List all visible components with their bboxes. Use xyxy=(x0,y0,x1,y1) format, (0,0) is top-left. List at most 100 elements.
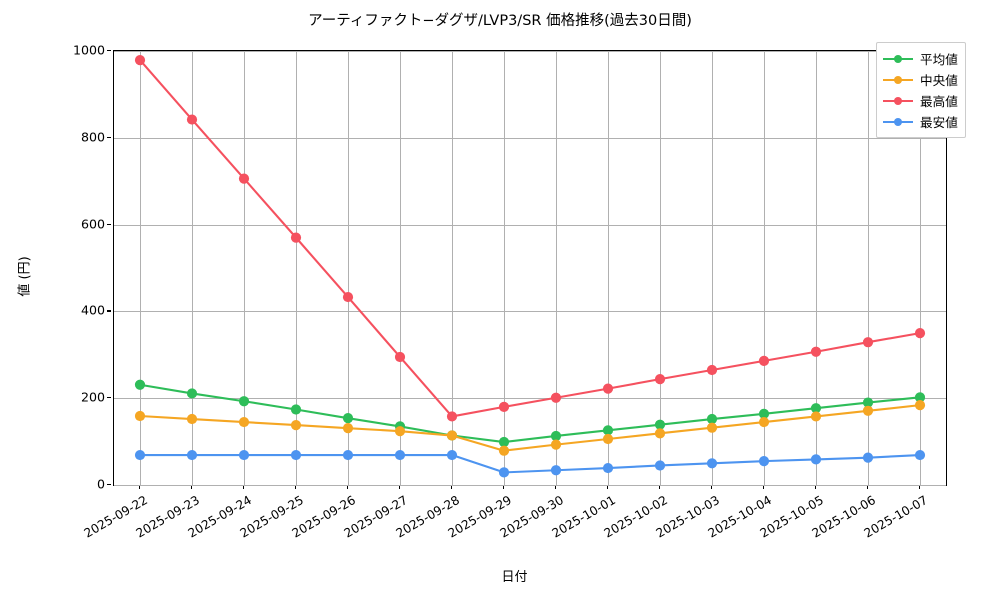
chart-legend: 平均値中央値最高値最安値 xyxy=(876,42,966,138)
x-axis-tick-mark xyxy=(659,485,661,489)
data-point-marker xyxy=(550,430,562,442)
y-axis-tick-label: 600 xyxy=(80,216,105,232)
x-axis-tick-mark xyxy=(763,485,765,489)
data-point-marker xyxy=(394,351,406,363)
data-point-marker xyxy=(498,467,510,478)
data-point-marker xyxy=(758,408,770,419)
y-axis-tick-labels: 0 200 400 600 800 1000 xyxy=(43,43,105,492)
grid-line-horizontal xyxy=(114,485,946,486)
data-point-marker xyxy=(290,232,302,243)
series-最安値 xyxy=(134,449,926,478)
data-point-marker xyxy=(238,449,250,461)
data-point-marker xyxy=(498,401,510,412)
data-point-marker xyxy=(706,422,718,433)
data-point-marker xyxy=(238,396,250,407)
grid-line-horizontal xyxy=(114,51,946,52)
x-axis-tick-mark xyxy=(607,485,609,489)
data-point-marker xyxy=(550,465,562,476)
data-point-marker xyxy=(602,383,614,394)
data-point-marker xyxy=(186,449,198,461)
series-平均値 xyxy=(134,379,926,448)
data-point-marker xyxy=(186,388,198,399)
data-point-marker xyxy=(342,413,354,424)
grid-line-vertical xyxy=(296,51,297,485)
data-point-marker xyxy=(758,456,770,467)
data-point-marker xyxy=(134,449,146,461)
x-axis-tick-mark xyxy=(815,485,817,489)
data-point-marker xyxy=(446,430,458,441)
data-point-marker xyxy=(914,328,926,339)
data-point-marker xyxy=(758,416,770,428)
x-axis-tick-mark xyxy=(711,485,713,489)
data-point-marker xyxy=(654,428,666,439)
data-point-marker xyxy=(914,400,926,411)
series-最高値 xyxy=(134,55,926,422)
grid-line-vertical xyxy=(556,51,557,485)
x-axis-tick-mark xyxy=(139,485,141,489)
grid-line-vertical xyxy=(400,51,401,485)
data-point-marker xyxy=(706,458,718,469)
y-axis-tick-mark xyxy=(107,397,111,399)
legend-item-中央値[interactable]: 中央値 xyxy=(883,69,958,90)
data-point-marker xyxy=(342,291,354,303)
data-point-marker xyxy=(810,411,822,422)
legend-item-最高値[interactable]: 最高値 xyxy=(883,90,958,111)
data-point-marker xyxy=(550,392,562,403)
legend-marker-icon xyxy=(883,52,913,66)
y-axis-tick-mark xyxy=(107,484,111,486)
y-axis-tick-label: 400 xyxy=(80,302,105,318)
data-point-marker xyxy=(186,413,198,425)
x-axis-tick-mark xyxy=(399,485,401,489)
series-line xyxy=(138,404,922,452)
grid-line-vertical xyxy=(712,51,713,485)
y-axis-tick-label: 200 xyxy=(80,389,105,405)
series-line xyxy=(138,453,922,474)
data-point-marker xyxy=(914,449,926,461)
grid-line-horizontal xyxy=(114,137,946,139)
x-axis-tick-mark xyxy=(347,485,349,489)
data-point-marker xyxy=(394,426,406,437)
chart-title: アーティファクト−ダグザ/LVP3/SR 価格推移(過去30日間) xyxy=(308,13,692,29)
grid-line-vertical xyxy=(348,51,349,485)
data-point-marker xyxy=(758,355,770,366)
data-point-marker xyxy=(498,436,510,448)
data-point-marker xyxy=(238,173,250,184)
grid-line-horizontal xyxy=(114,224,946,226)
data-point-marker xyxy=(342,449,354,461)
data-point-marker xyxy=(862,452,874,463)
plot-area xyxy=(113,50,947,486)
x-axis-tick-mark xyxy=(191,485,193,489)
data-point-marker xyxy=(654,419,666,430)
grid-line-vertical xyxy=(816,51,817,485)
series-line xyxy=(138,59,922,418)
data-point-marker xyxy=(862,405,874,416)
y-axis-tick-mark xyxy=(107,50,111,52)
data-point-marker xyxy=(342,423,354,434)
y-axis-label: 値 (円) xyxy=(17,256,33,297)
y-axis-tick-label: 0 xyxy=(96,476,105,492)
grid-line-horizontal xyxy=(114,311,946,313)
data-point-marker xyxy=(654,374,666,385)
legend-label: 最安値 xyxy=(920,115,958,130)
legend-label: 平均値 xyxy=(920,52,958,67)
legend-item-最安値[interactable]: 最安値 xyxy=(883,111,958,132)
data-point-marker xyxy=(602,462,614,474)
data-point-marker xyxy=(550,439,562,450)
data-point-marker xyxy=(862,397,874,408)
data-point-marker xyxy=(446,411,458,422)
legend-marker-icon xyxy=(883,73,913,87)
grid-line-vertical xyxy=(660,51,661,485)
x-axis-tick-mark xyxy=(451,485,453,489)
data-point-marker xyxy=(706,413,718,425)
legend-marker-icon xyxy=(883,115,913,129)
x-axis-tick-mark xyxy=(243,485,245,489)
legend-label: 最高値 xyxy=(920,94,958,109)
data-point-marker xyxy=(654,460,666,471)
legend-item-平均値[interactable]: 平均値 xyxy=(883,48,958,69)
grid-line-vertical xyxy=(920,51,921,485)
x-axis-tick-mark xyxy=(503,485,505,489)
grid-line-vertical xyxy=(608,51,609,485)
series-line xyxy=(138,383,922,444)
x-axis-tick-mark xyxy=(555,485,557,489)
